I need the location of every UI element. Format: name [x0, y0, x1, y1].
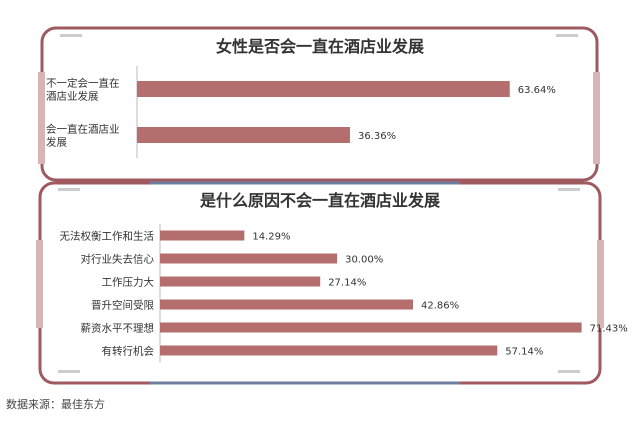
chart-1-category-label: 不一定会一直在酒店业发展: [46, 77, 120, 103]
chart-2-category-label: 无法权衡工作和生活: [60, 230, 155, 243]
chart-2-plot: 14.29% 无法权衡工作和生活 30.00% 对行业失去信心 27.14% 工作压力大 4…: [60, 224, 628, 362]
chart-2-bar: [160, 299, 413, 310]
chart-2-category-label: 有转行机会: [102, 345, 155, 358]
chart-2-value-label: 14.29%: [252, 232, 290, 243]
chart-2-bar: [160, 322, 582, 333]
chart-2-bar: [160, 230, 245, 241]
chart-1-plot: 63.64% 不一定会一直在酒店业发展 36.36% 会一直在酒店业发展: [46, 66, 556, 158]
source-note: 数据来源：最佳东方: [6, 398, 105, 411]
chart-2-bar: [160, 276, 321, 287]
chart-1-title: 女性是否会一直在酒店业发展: [216, 37, 425, 56]
chart-2-value-label: 30.00%: [345, 255, 383, 266]
chart-2-category-label: 工作压力大: [102, 276, 155, 289]
chart-2-value-label: 71.43%: [590, 324, 628, 335]
chart-2-bar: [160, 253, 338, 264]
chart-1-category-label: 会一直在酒店业发展: [46, 123, 120, 149]
chart-2-category-label: 薪资水平不理想: [81, 322, 155, 335]
chart-2-value-label: 42.86%: [421, 301, 459, 312]
chart-2-title: 是什么原因不会一直在酒店业发展: [199, 191, 441, 210]
chart-1-bar: [137, 127, 350, 143]
chart-2-category-label: 对行业失去信心: [81, 253, 155, 266]
chart-2-value-label: 27.14%: [328, 278, 366, 289]
chart-2-category-label: 晋升空间受限: [91, 299, 154, 312]
chart-1-bar: [137, 81, 510, 97]
chart-2-value-label: 57.14%: [505, 347, 543, 358]
chart-2-bar: [160, 345, 498, 356]
chart-1-value-label: 63.64%: [518, 85, 556, 96]
chart-1-value-label: 36.36%: [358, 131, 396, 142]
